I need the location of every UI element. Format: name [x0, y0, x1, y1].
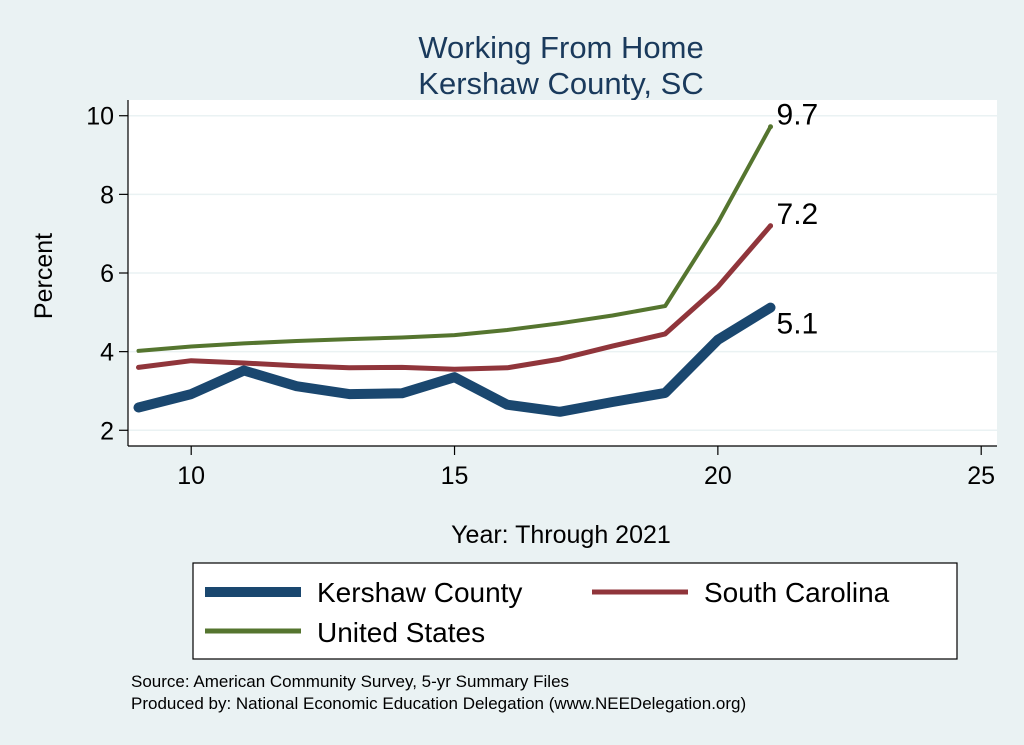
y-tick-label-2: 2: [100, 417, 114, 445]
y-tick-label-6: 6: [100, 260, 114, 288]
x-tick-label-15: 15: [441, 462, 469, 490]
chart-title-line-1: Working From Home: [418, 30, 703, 65]
x-axis-title: Year: Through 2021: [451, 521, 671, 549]
legend-label-south-carolina: South Carolina: [704, 577, 890, 608]
series-lines: [133, 124, 776, 417]
legend: Kershaw County South Carolina United Sta…: [205, 577, 890, 648]
y-ticks: 2 4 6 8 10: [86, 103, 128, 445]
grid-lines: [128, 114, 997, 432]
x-ticks: 10 15 20 25: [177, 446, 995, 490]
end-marker-united-states: [768, 124, 774, 130]
y-tick-label-10: 10: [86, 103, 114, 131]
end-marker-south-carolina: [768, 223, 774, 229]
source-note: Source: American Community Survey, 5-yr …: [131, 672, 569, 691]
chart-title-line-2: Kershaw County, SC: [418, 66, 703, 101]
end-marker-kershaw-county: [768, 305, 774, 311]
y-axis-title: Percent: [30, 233, 58, 319]
x-tick-label-25: 25: [967, 462, 995, 490]
end-labels: 9.7 7.2 5.1: [777, 99, 819, 341]
legend-label-united-states: United States: [317, 617, 485, 648]
end-label-kershaw-county: 5.1: [777, 308, 819, 341]
series-line-united-states: [136, 124, 773, 353]
series-line-south-carolina: [136, 223, 773, 372]
produced-by-note: Produced by: National Economic Education…: [131, 694, 746, 713]
x-tick-label-20: 20: [704, 462, 732, 490]
series-line-kershaw-county: [133, 302, 776, 417]
legend-box: [192, 562, 958, 660]
y-tick-label-4: 4: [100, 339, 114, 367]
end-label-united-states: 9.7: [777, 99, 819, 132]
y-tick-label-8: 8: [100, 181, 114, 209]
end-label-south-carolina: 7.2: [777, 198, 819, 231]
legend-label-kershaw: Kershaw County: [317, 577, 522, 608]
x-tick-label-10: 10: [177, 462, 205, 490]
